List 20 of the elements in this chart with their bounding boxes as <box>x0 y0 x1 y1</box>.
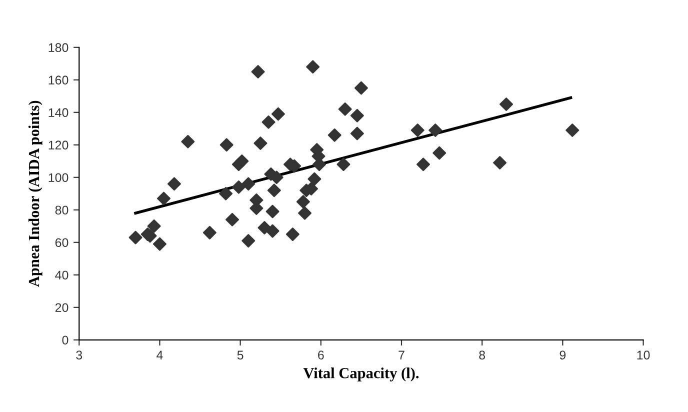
x-tick-label: 4 <box>156 350 163 360</box>
x-tick-label: 3 <box>76 350 82 360</box>
y-tick-label: 120 <box>48 140 68 150</box>
x-tick-label: 5 <box>237 350 244 360</box>
y-tick-label: 80 <box>55 206 68 215</box>
x-tick-label: 9 <box>560 350 566 360</box>
y-tick-label: 60 <box>55 238 68 248</box>
x-tick-label: 8 <box>479 350 486 360</box>
x-tick-label: 7 <box>398 350 404 360</box>
y-axis-title: Apnea Indoor (AIDA points) <box>28 100 42 287</box>
y-tick-label: 180 <box>48 43 68 52</box>
x-tick-label: 10 <box>637 350 650 360</box>
y-tick-label: 40 <box>55 270 68 280</box>
y-tick-label: 20 <box>55 303 68 312</box>
y-tick-label: 100 <box>48 173 68 182</box>
y-tick-label: 160 <box>48 76 68 85</box>
x-tick-label: 6 <box>318 350 324 360</box>
x-axis-title: Vital Capacity (l). <box>303 368 419 382</box>
y-tick-label: 0 <box>62 336 68 345</box>
y-tick-label: 140 <box>48 108 68 118</box>
